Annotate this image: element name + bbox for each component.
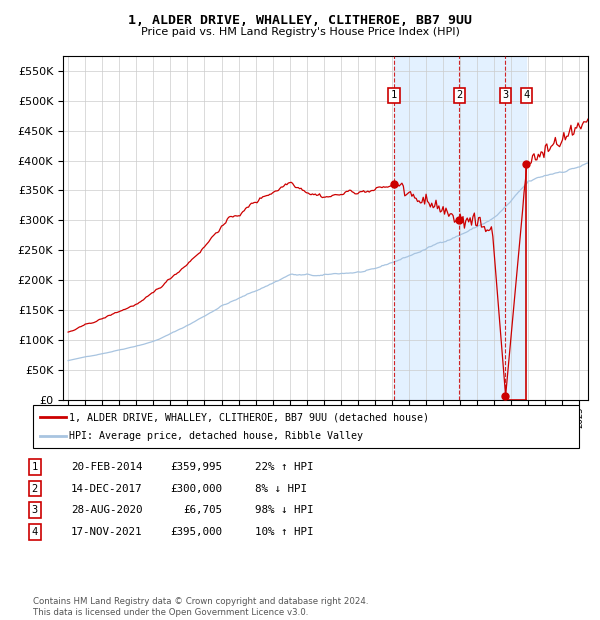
Text: 4: 4	[523, 91, 529, 100]
Text: Price paid vs. HM Land Registry's House Price Index (HPI): Price paid vs. HM Land Registry's House …	[140, 27, 460, 37]
Bar	[394, 56, 526, 400]
Text: 2: 2	[32, 484, 38, 494]
Text: 2: 2	[456, 91, 463, 100]
Text: 14-DEC-2017: 14-DEC-2017	[71, 484, 142, 494]
Text: £6,705: £6,705	[183, 505, 222, 515]
Text: 1, ALDER DRIVE, WHALLEY, CLITHEROE, BB7 9UU: 1, ALDER DRIVE, WHALLEY, CLITHEROE, BB7 …	[128, 14, 472, 27]
Text: 3: 3	[32, 505, 38, 515]
Text: £300,000: £300,000	[170, 484, 222, 494]
Text: £359,995: £359,995	[170, 462, 222, 472]
Text: 20-FEB-2014: 20-FEB-2014	[71, 462, 142, 472]
Text: 8% ↓ HPI: 8% ↓ HPI	[255, 484, 307, 494]
Text: 28-AUG-2020: 28-AUG-2020	[71, 505, 142, 515]
Text: 1, ALDER DRIVE, WHALLEY, CLITHEROE, BB7 9UU (detached house): 1, ALDER DRIVE, WHALLEY, CLITHEROE, BB7 …	[69, 412, 429, 422]
Text: 1: 1	[391, 91, 397, 100]
Text: Contains HM Land Registry data © Crown copyright and database right 2024.
This d: Contains HM Land Registry data © Crown c…	[33, 598, 368, 617]
Text: 98% ↓ HPI: 98% ↓ HPI	[255, 505, 314, 515]
Text: 3: 3	[502, 91, 509, 100]
Text: HPI: Average price, detached house, Ribble Valley: HPI: Average price, detached house, Ribb…	[69, 431, 363, 441]
Text: 10% ↑ HPI: 10% ↑ HPI	[255, 527, 314, 537]
Text: 22% ↑ HPI: 22% ↑ HPI	[255, 462, 314, 472]
Text: £395,000: £395,000	[170, 527, 222, 537]
Text: 1: 1	[32, 462, 38, 472]
Text: 4: 4	[32, 527, 38, 537]
Text: 17-NOV-2021: 17-NOV-2021	[71, 527, 142, 537]
